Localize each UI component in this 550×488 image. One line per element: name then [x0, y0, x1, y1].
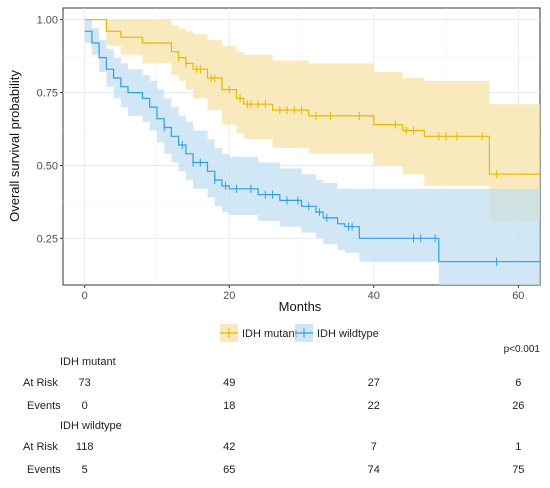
risk-cell-events: 0 [81, 400, 88, 412]
y-tick-label: 1.00 [37, 15, 58, 27]
legend: IDH mutant IDH wildtype [220, 324, 379, 342]
risk-cell-events: 75 [512, 464, 525, 476]
survival-line-idh-wildtype [84, 30, 540, 263]
x-tick-label: 40 [368, 290, 380, 302]
axes: 0 20 40 60 0.25 0.50 0.75 1.00 [37, 15, 525, 302]
risk-group-title: IDH mutant [60, 356, 116, 368]
y-tick-label: 0.25 [37, 233, 58, 245]
risk-row-label-events: Events [27, 464, 61, 476]
risk-group-title: IDH wildtype [60, 420, 122, 432]
confidence-bands [84, 19, 540, 285]
ci-band-idh-mutant [84, 19, 540, 221]
risk-row-label-at-risk: At Risk [23, 441, 58, 453]
x-tick-label: 20 [223, 290, 235, 302]
risk-cell-events: 74 [367, 464, 380, 476]
risk-cell-events: 26 [512, 400, 525, 412]
risk-row-label-at-risk: At Risk [23, 377, 58, 389]
legend-label-idh-mutant: IDH mutant [242, 328, 298, 340]
ci-band-idh-wildtype [84, 19, 540, 285]
risk-cell-events: 18 [223, 400, 236, 412]
y-tick-label: 0.75 [37, 88, 58, 100]
censor-marks [163, 53, 498, 266]
risk-cell-at-risk: 42 [223, 441, 236, 453]
p-value: p<0.001 [503, 344, 540, 355]
risk-row-label-events: Events [27, 400, 61, 412]
risk-cell-events: 5 [81, 464, 88, 476]
risk-cell-events: 65 [223, 464, 236, 476]
risk-cell-at-risk: 7 [370, 441, 377, 453]
x-tick-label: 0 [82, 290, 88, 302]
risk-cell-at-risk: 1 [515, 441, 522, 453]
survival-line-idh-mutant [84, 19, 540, 175]
risk-cell-at-risk: 6 [515, 377, 522, 389]
x-tick-label: 60 [512, 290, 524, 302]
survival-curves [84, 19, 540, 263]
risk-cell-events: 22 [367, 400, 380, 412]
risk-cell-at-risk: 118 [75, 441, 94, 453]
legend-label-idh-wildtype: IDH wildtype [317, 328, 379, 340]
x-axis-title: Months [279, 299, 322, 314]
y-tick-label: 0.50 [37, 160, 58, 172]
risk-cell-at-risk: 27 [367, 377, 380, 389]
risk-cell-at-risk: 49 [223, 377, 236, 389]
survival-plot: 0 20 40 60 0.25 0.50 0.75 1.00 Months Overall s… [7, 7, 541, 342]
risk-cell-at-risk: 73 [78, 377, 91, 389]
y-axis-title: Overall survival probability [7, 70, 22, 222]
